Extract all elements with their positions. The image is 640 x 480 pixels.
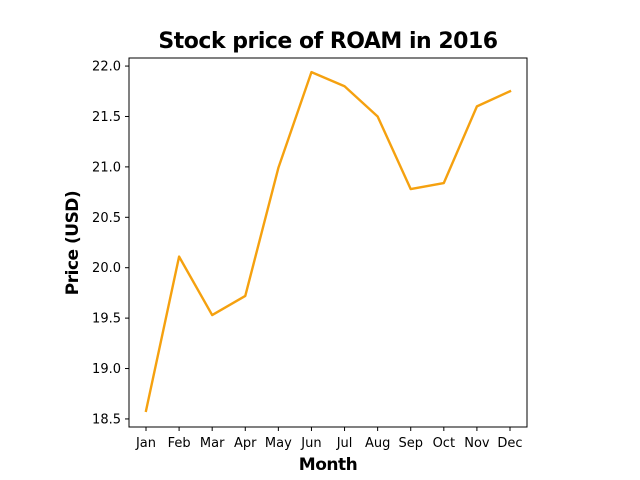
- x-tick-label: Nov: [464, 436, 490, 451]
- x-tick-label: Jan: [135, 436, 156, 451]
- x-tick-label: May: [265, 436, 292, 451]
- x-tick-label: Aug: [365, 436, 390, 451]
- series-line: [144, 70, 512, 413]
- tick-layer: Jan Feb Mar Apr May Jun Jul Aug Sep Oct Nov Dec 18.5…: [92, 60, 523, 451]
- y-axis-label: Price (USD): [63, 191, 83, 295]
- y-tick-label: 18.5: [92, 412, 121, 427]
- chart-title: Stock price of ROAM in 2016: [158, 29, 497, 54]
- series-layer: [144, 70, 512, 413]
- x-tick-label: Apr: [234, 436, 257, 451]
- x-tick-label: Dec: [497, 436, 522, 451]
- plot-area-frame: [128, 57, 528, 428]
- x-tick-label: Sep: [398, 436, 423, 451]
- y-tick-label: 22.0: [92, 60, 121, 75]
- y-tick-label: 19.0: [92, 362, 121, 377]
- y-tick-label: 20.0: [92, 261, 121, 276]
- x-tick-label: Jun: [300, 436, 321, 451]
- x-tick-label: Mar: [200, 436, 225, 451]
- x-tick-label: Feb: [168, 436, 191, 451]
- x-axis-label: Month: [299, 455, 357, 475]
- x-tick-label: Jul: [336, 436, 353, 451]
- x-tick-label: Oct: [433, 436, 455, 451]
- y-tick-label: 21.5: [92, 110, 121, 125]
- y-tick-label: 20.5: [92, 211, 121, 226]
- y-tick-label: 21.0: [92, 160, 121, 175]
- y-tick-label: 19.5: [92, 312, 121, 327]
